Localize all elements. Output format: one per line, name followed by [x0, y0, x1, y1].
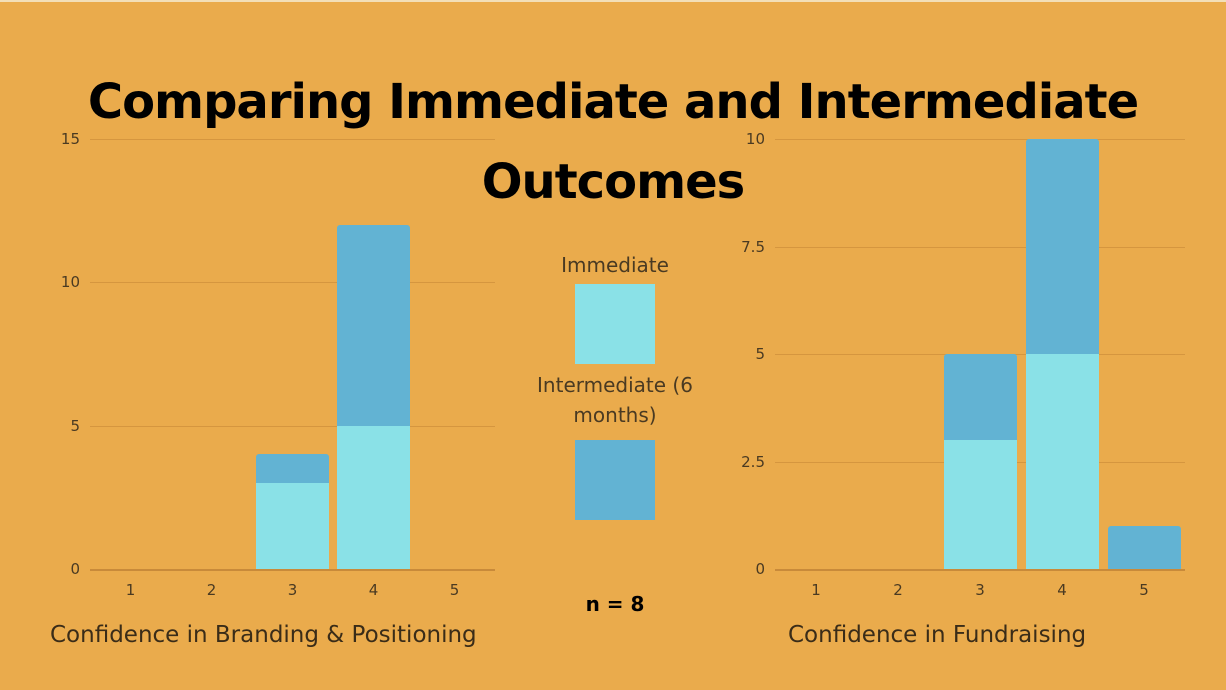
bar-3 [943, 354, 1017, 569]
bar-segment-immediate [943, 440, 1017, 569]
bar-segment-immediate [1025, 354, 1099, 569]
y-tick-label: 10 [60, 273, 80, 292]
bar-segment-intermediate [256, 454, 329, 483]
y-tick-label: 0 [70, 560, 80, 578]
y-tick-label: 2.5 [741, 452, 765, 471]
x-tick-label: 1 [125, 581, 136, 599]
x-tick-label: 3 [287, 581, 298, 599]
gridline [775, 246, 1185, 248]
y-tick-label: 5 [70, 416, 80, 435]
x-tick-label: 3 [975, 581, 985, 599]
bar-segment-immediate [337, 425, 410, 569]
x-axis-title: Confidence in Branding & Positioning [50, 622, 477, 648]
x-tick-label: 2 [893, 581, 903, 599]
gridline [90, 139, 495, 140]
legend-label-intermediate: Intermediate (6 months) [537, 373, 693, 427]
legend-label-immediate: Immediate [561, 253, 669, 277]
x-axis-line [90, 569, 495, 571]
y-tick-label: 15 [60, 130, 80, 148]
x-tick-label: 5 [449, 581, 460, 599]
y-tick-label: 5 [755, 345, 765, 363]
slide-title: Comparing Immediate and Intermediate Out… [87, 74, 1139, 210]
gridline [775, 139, 1185, 140]
bar-segment-intermediate [1025, 139, 1099, 354]
bar-4 [1025, 139, 1099, 569]
legend: Immediate Intermediate (6 months) [510, 250, 720, 524]
gridline [90, 425, 495, 427]
bar-5 [1107, 526, 1181, 569]
bar-4 [337, 225, 410, 569]
gridline [90, 282, 495, 284]
sample-size-label: n = 8 [585, 592, 645, 616]
bar-3 [256, 454, 329, 569]
legend-swatch-immediate [575, 284, 655, 364]
x-axis-title: Confidence in Fundraising [788, 622, 1087, 648]
legend-swatch-intermediate [575, 440, 655, 520]
bar-segment-immediate [256, 482, 329, 569]
bar-segment-intermediate [337, 225, 410, 426]
x-tick-label: 2 [206, 581, 217, 599]
y-tick-label: 0 [755, 560, 765, 578]
x-tick-label: 1 [811, 581, 821, 599]
x-tick-label: 4 [368, 581, 379, 599]
x-axis-line [775, 569, 1185, 571]
bar-segment-intermediate [1107, 526, 1181, 569]
bar-segment-intermediate [943, 354, 1017, 440]
y-tick-label: 10 [745, 130, 765, 148]
x-tick-label: 4 [1057, 581, 1067, 599]
y-tick-label: 7.5 [741, 237, 765, 256]
x-tick-label: 5 [1139, 581, 1149, 599]
